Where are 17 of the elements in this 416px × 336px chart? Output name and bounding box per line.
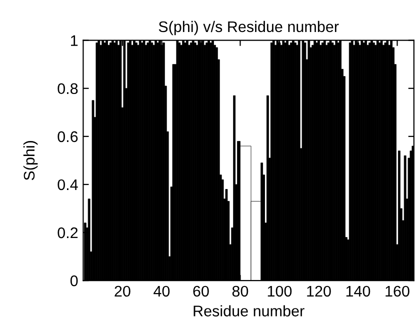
y-tick-label: 0.8 — [58, 83, 78, 94]
x-tick-label: 60 — [193, 286, 209, 297]
y-tick-label: 0.2 — [58, 227, 78, 238]
y-axis-title: S(phi) — [23, 141, 38, 180]
y-tick-label: 0 — [70, 275, 78, 286]
x-tick-label: 100 — [268, 286, 292, 297]
x-tick-label: 80 — [232, 286, 248, 297]
y-tick-label: 0.6 — [58, 131, 78, 142]
chart-title: S(phi) v/s Residue number — [158, 20, 339, 36]
x-tick-label: 20 — [114, 286, 130, 297]
x-tick-label: 120 — [307, 286, 331, 297]
y-tick-label: 1 — [71, 35, 78, 46]
x-tick-label: 140 — [346, 286, 370, 297]
x-axis-title: Residue number — [194, 305, 304, 316]
x-tick-label: 40 — [154, 286, 170, 297]
y-tick-label: 0.4 — [58, 179, 78, 190]
x-tick-label: 160 — [386, 286, 410, 297]
